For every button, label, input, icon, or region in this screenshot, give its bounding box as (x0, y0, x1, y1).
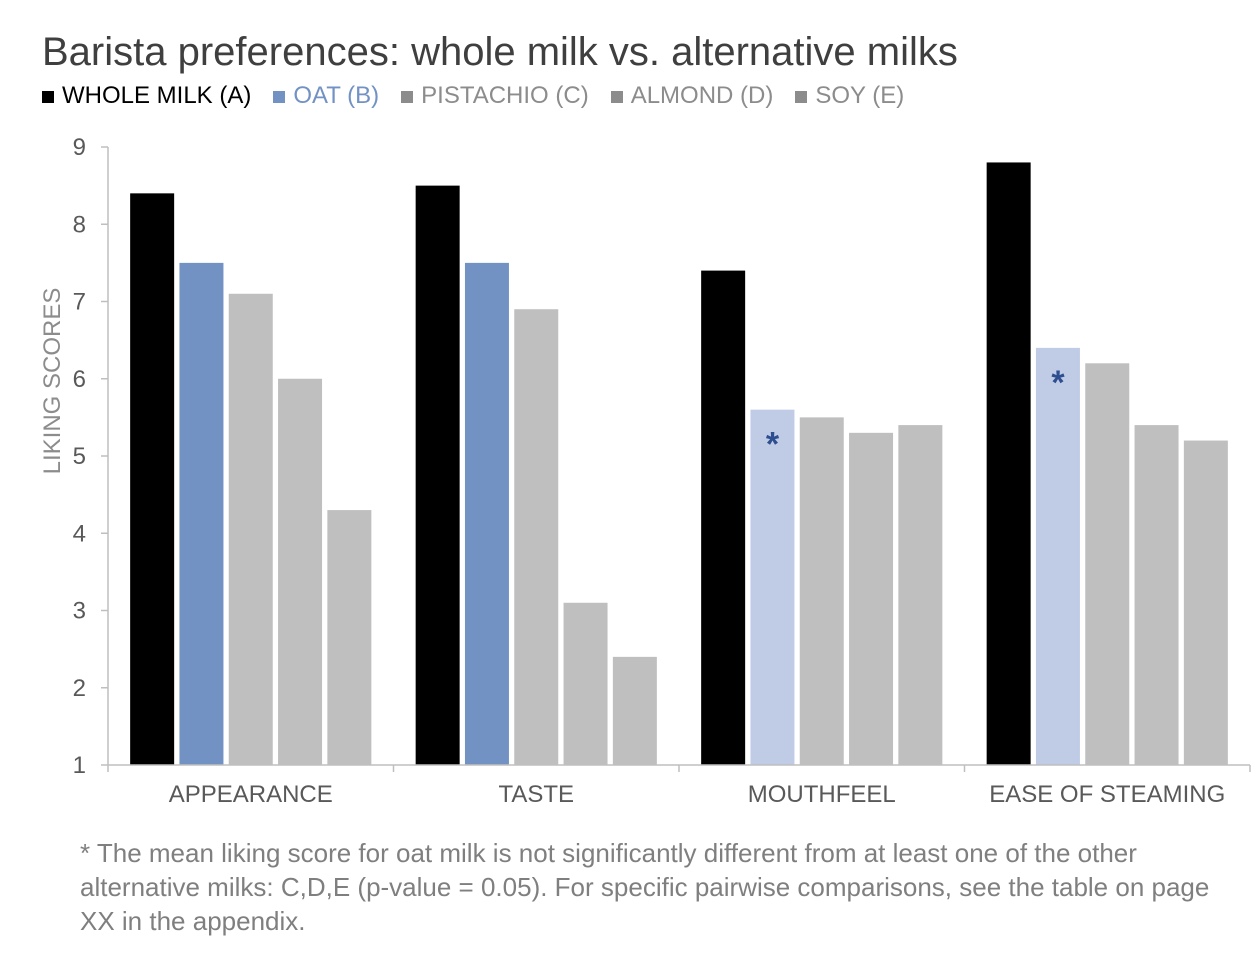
bar (1134, 425, 1179, 765)
legend-swatch (273, 91, 286, 103)
legend-item: PISTACHIO (C) (401, 82, 589, 110)
legend-swatch (42, 91, 54, 103)
legend-label: ALMOND (D) (630, 82, 774, 109)
legend: WHOLE MILK (A) OAT (B) PISTACHIO (C) ALMOND… (42, 82, 904, 110)
bar (563, 602, 608, 765)
legend-swatch (401, 91, 414, 103)
y-axis-label: LIKING SCORES (39, 288, 66, 475)
y-tick-label: 1 (73, 752, 86, 779)
legend-item: WHOLE MILK (A) (42, 82, 251, 110)
legend-label: PISTACHIO (C) (421, 82, 589, 109)
y-tick-label: 5 (73, 443, 86, 470)
legend-label: SOY (E) (815, 82, 905, 109)
bar (799, 417, 844, 765)
y-tick-label: 6 (73, 366, 86, 393)
legend-label: OAT (B) (293, 82, 380, 109)
bar (849, 432, 894, 765)
legend-swatch (795, 91, 808, 103)
bar (278, 378, 323, 765)
bar (1085, 363, 1130, 765)
x-tick-label: MOUTHFEEL (748, 781, 896, 808)
bar (898, 425, 943, 765)
legend-swatch (610, 91, 623, 103)
legend-label: WHOLE MILK (A) (62, 82, 252, 109)
x-tick-label: TASTE (498, 781, 574, 808)
bar (228, 293, 273, 765)
bar (327, 510, 372, 765)
bar (986, 162, 1031, 765)
y-tick-label: 3 (73, 598, 86, 625)
chart-title: Barista preferences: whole milk vs. alte… (42, 30, 958, 74)
y-tick-label: 7 (73, 289, 86, 316)
significance-marker: * (1051, 364, 1065, 402)
bar (179, 262, 224, 765)
bar (701, 270, 746, 765)
footnote: * The mean liking score for oat milk is … (80, 838, 1210, 936)
legend-item: SOY (E) (795, 82, 904, 110)
bar (514, 309, 559, 765)
y-tick-label: 2 (73, 675, 86, 702)
bar (1035, 347, 1080, 765)
y-tick-label: 4 (73, 520, 86, 547)
significance-marker: * (766, 426, 780, 464)
bar (464, 262, 509, 765)
bar-chart: LIKING SCORES 1 2 3 4 5 6 7 8 9 * * APPEARANCE TAS… (39, 134, 1251, 808)
y-tick-label: 9 (73, 134, 86, 161)
legend-item: ALMOND (D) (610, 82, 774, 110)
bar (612, 656, 657, 765)
bar (1183, 440, 1228, 765)
y-tick-label: 8 (73, 211, 86, 238)
legend-item: OAT (B) (273, 82, 379, 110)
bar (415, 185, 460, 765)
x-tick-label: EASE OF STEAMING (989, 781, 1225, 808)
x-tick-label: APPEARANCE (169, 781, 333, 808)
bar (750, 409, 795, 765)
bar (130, 193, 175, 766)
